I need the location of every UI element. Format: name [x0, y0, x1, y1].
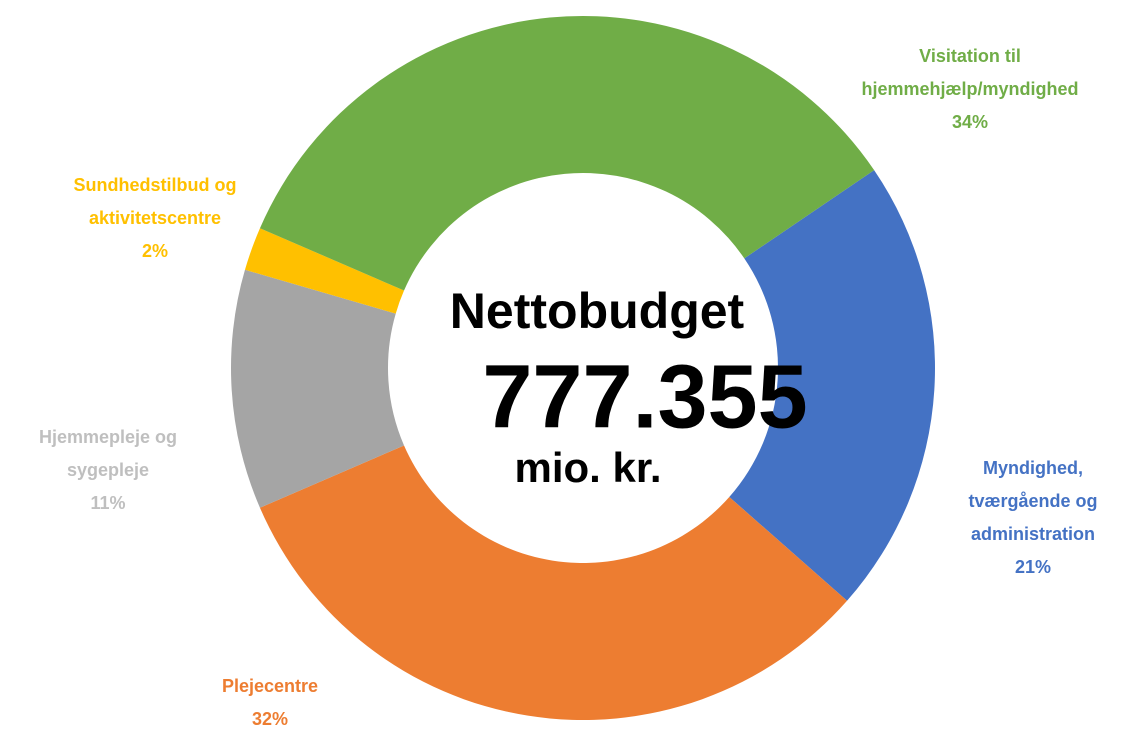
category-label: Visitation til hjemmehjælp/myndighed	[861, 46, 1079, 99]
category-label: Sundhedstilbud og aktivitetscentre	[73, 175, 237, 228]
donut-slice	[259, 15, 875, 291]
value-label: 21%	[1014, 557, 1052, 577]
donut-slice	[729, 170, 936, 601]
slice-label: Sundhedstilbud og aktivitetscentre 2%	[50, 169, 260, 268]
value-label: 11%	[90, 493, 126, 513]
center-title: Nettobudget	[449, 283, 745, 339]
donut-slice	[259, 445, 848, 720]
center-unit: mio. kr.	[514, 444, 662, 491]
slice-label: Hjemmepleje og sygepleje 11%	[23, 421, 193, 520]
value-label: 32%	[251, 709, 289, 729]
category-label: Myndighed, tværgående og administration	[968, 458, 1098, 544]
category-label: Plejecentre	[221, 676, 319, 696]
value-label: 2%	[141, 241, 168, 261]
category-label: Hjemmepleje og sygepleje	[38, 427, 178, 480]
donut-slice	[230, 269, 405, 508]
slice-label: Myndighed, tværgående og administration 2…	[953, 452, 1113, 584]
center-amount: 777.355	[482, 347, 808, 448]
donut-slice	[244, 228, 405, 314]
slice-label: Visitation til hjemmehjælp/myndighed 34%	[845, 40, 1095, 139]
slice-label: Plejecentre 32%	[190, 670, 350, 736]
value-label: 34%	[951, 112, 989, 132]
